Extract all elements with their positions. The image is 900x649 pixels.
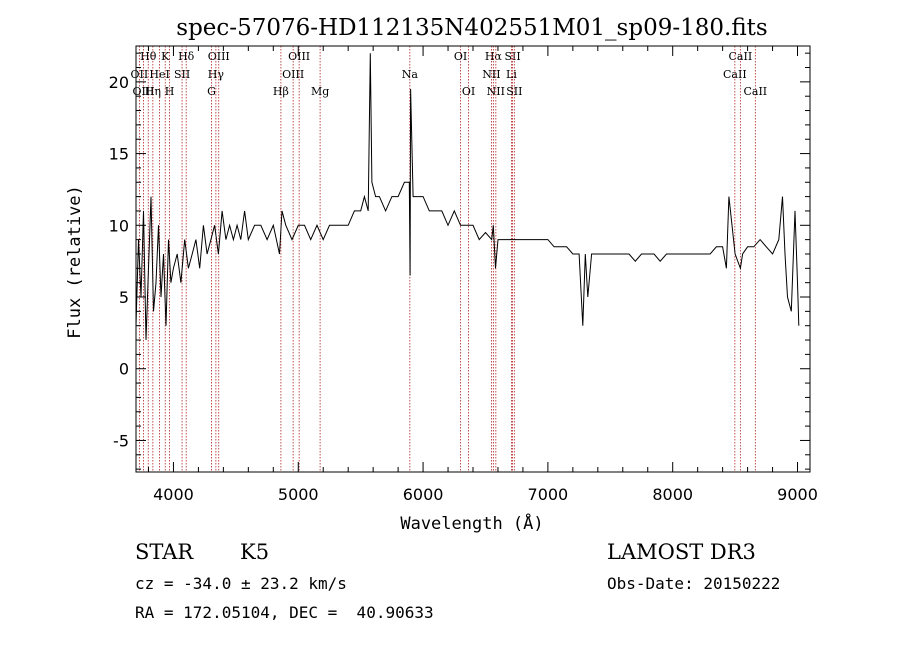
x-axis-label: Wavelength (Å) <box>400 512 543 534</box>
line-marker-label: SII <box>174 68 190 81</box>
y-tick-label: -5 <box>113 431 129 450</box>
line-marker-label: CaII <box>723 68 747 81</box>
y-axis-label: Flux (relative) <box>65 185 85 339</box>
x-tick-label: 6000 <box>403 485 444 504</box>
redshift-readout: cz = -34.0 ± 23.2 km/s <box>135 574 347 593</box>
line-marker-label: SII <box>504 50 520 63</box>
line-marker-label: NII <box>482 68 500 81</box>
x-tick-label: 9000 <box>777 485 818 504</box>
line-marker-label: NII <box>487 85 505 98</box>
line-marker-label: H <box>165 85 175 98</box>
line-marker-label: K <box>161 50 170 63</box>
y-tick-label: 0 <box>119 360 129 379</box>
y-tick-label: 15 <box>109 145 129 164</box>
line-marker-label: OIII <box>288 50 310 63</box>
line-marker-label: Hβ <box>273 85 289 98</box>
line-marker-label: Hη <box>145 85 161 98</box>
line-marker-label: CaII <box>743 85 767 98</box>
y-tick-label: 10 <box>109 216 129 235</box>
x-tick-label: 5000 <box>278 485 319 504</box>
line-marker-label: Li <box>506 68 517 81</box>
axis-ticks: 4000 5000 6000 7000 8000 9000 -5 0 5 10 15 20 <box>109 46 818 504</box>
line-marker-label: OIII <box>282 68 304 81</box>
line-marker-label: CaII <box>729 50 753 63</box>
object-class: STAR <box>135 540 194 564</box>
line-marker-label: OII <box>131 68 149 81</box>
line-marker-label: HeI <box>149 68 169 81</box>
line-marker-label: Mg <box>311 85 329 98</box>
survey-name: LAMOST DR3 <box>607 540 756 564</box>
subclass: K5 <box>240 540 270 564</box>
x-tick-label: 4000 <box>153 485 194 504</box>
line-marker-label: OIII <box>132 85 154 98</box>
line-marker-label: Hδ <box>178 50 195 63</box>
y-tick-label: 20 <box>109 73 129 92</box>
line-marker-label: Hα <box>485 50 503 63</box>
line-marker-label: OI <box>454 50 467 63</box>
line-marker-label: Hγ <box>208 68 225 81</box>
line-marker-label: OIII <box>208 50 230 63</box>
line-marker-label: Hθ <box>140 50 157 63</box>
spectrum-line <box>135 53 800 341</box>
y-tick-label: 5 <box>119 288 129 307</box>
line-marker-label: SII <box>506 85 522 98</box>
plot-frame <box>135 45 811 473</box>
line-marker-label: OI <box>462 85 475 98</box>
obs-date: Obs-Date: 20150222 <box>607 574 781 593</box>
line-marker-label: Na <box>402 68 419 81</box>
x-tick-label: 8000 <box>652 485 693 504</box>
chart-title: spec-57076-HD112135N402551M01_sp09-180.f… <box>176 15 767 41</box>
line-marker-label: G <box>207 85 216 98</box>
x-tick-label: 7000 <box>528 485 569 504</box>
coordinates: RA = 172.05104, DEC = 40.90633 <box>135 603 434 622</box>
